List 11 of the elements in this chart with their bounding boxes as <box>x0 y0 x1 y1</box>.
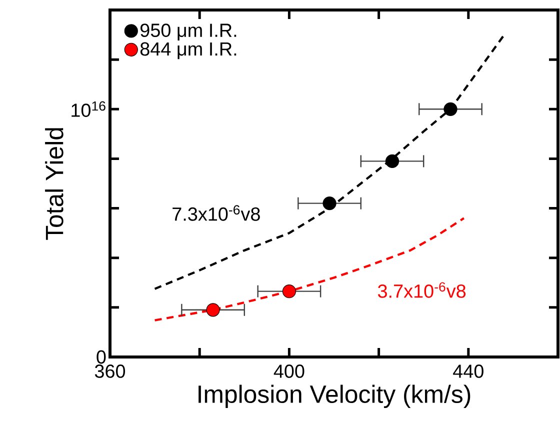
y-tick-label: 0 <box>96 350 106 364</box>
legend-label: 844 μm I.R. <box>140 42 236 60</box>
x-tick-label: 440 <box>453 364 484 378</box>
y-axis-title: Total Yield <box>45 128 64 240</box>
y-tick-label: 10$^{16}$ <box>72 101 106 117</box>
x-tick-label: 360 <box>94 364 126 378</box>
x-axis-title: Implosion Velocity (km/s) <box>198 384 470 408</box>
legend-label: 950 μm I.R. <box>140 24 236 40</box>
annotation: 3.7x10$^{-6}$v8 <box>378 282 466 298</box>
x-tick-label: 400 <box>274 364 304 378</box>
annotation: 7.3x10$^{-6}$v8 <box>172 205 260 221</box>
